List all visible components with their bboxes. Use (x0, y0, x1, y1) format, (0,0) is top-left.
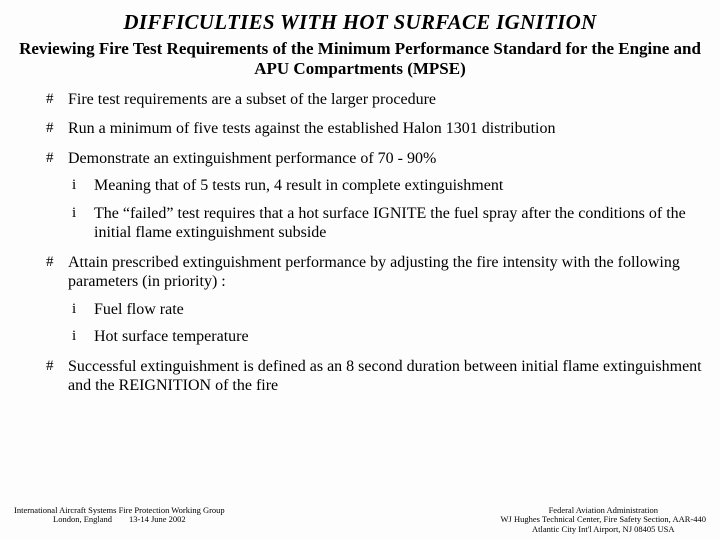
sub-bullet-item: Fuel flow rate (68, 300, 710, 320)
sub-bullet-list: Meaning that of 5 tests run, 4 result in… (68, 176, 710, 243)
slide-subtitle: Reviewing Fire Test Requirements of the … (16, 39, 704, 80)
footer-right-line3: Atlantic City Int'l Airport, NJ 08405 US… (501, 525, 706, 534)
sub-bullet-item: Hot surface temperature (68, 327, 710, 347)
sub-bullet-text: Meaning that of 5 tests run, 4 result in… (94, 177, 503, 194)
footer: International Aircraft Systems Fire Prot… (0, 506, 720, 534)
bullet-item: Run a minimum of five tests against the … (10, 119, 710, 139)
footer-left-line2: London, England 13-14 June 2002 (14, 515, 225, 524)
footer-right: Federal Aviation Administration WJ Hughe… (501, 506, 706, 534)
bullet-text: Run a minimum of five tests against the … (68, 120, 556, 137)
sub-bullet-text: The “failed” test requires that a hot su… (94, 205, 686, 242)
bullet-item: Successful extinguishment is defined as … (10, 357, 710, 396)
sub-bullet-item: Meaning that of 5 tests run, 4 result in… (68, 176, 710, 196)
sub-bullet-item: The “failed” test requires that a hot su… (68, 204, 710, 243)
sub-bullet-text: Hot surface temperature (94, 328, 249, 345)
bullet-item: Attain prescribed extinguishment perform… (10, 253, 710, 347)
bullet-list: Fire test requirements are a subset of t… (10, 90, 710, 396)
sub-bullet-text: Fuel flow rate (94, 301, 184, 318)
slide: DIFFICULTIES WITH HOT SURFACE IGNITION R… (0, 0, 720, 540)
bullet-text: Fire test requirements are a subset of t… (68, 91, 436, 108)
footer-left: International Aircraft Systems Fire Prot… (14, 506, 225, 534)
sub-bullet-list: Fuel flow rate Hot surface temperature (68, 300, 710, 347)
bullet-item: Demonstrate an extinguishment performanc… (10, 149, 710, 243)
bullet-text: Demonstrate an extinguishment performanc… (68, 150, 436, 167)
bullet-text: Attain prescribed extinguishment perform… (68, 254, 680, 291)
bullet-text: Successful extinguishment is defined as … (68, 358, 702, 395)
slide-title: DIFFICULTIES WITH HOT SURFACE IGNITION (10, 10, 710, 35)
bullet-item: Fire test requirements are a subset of t… (10, 90, 710, 110)
